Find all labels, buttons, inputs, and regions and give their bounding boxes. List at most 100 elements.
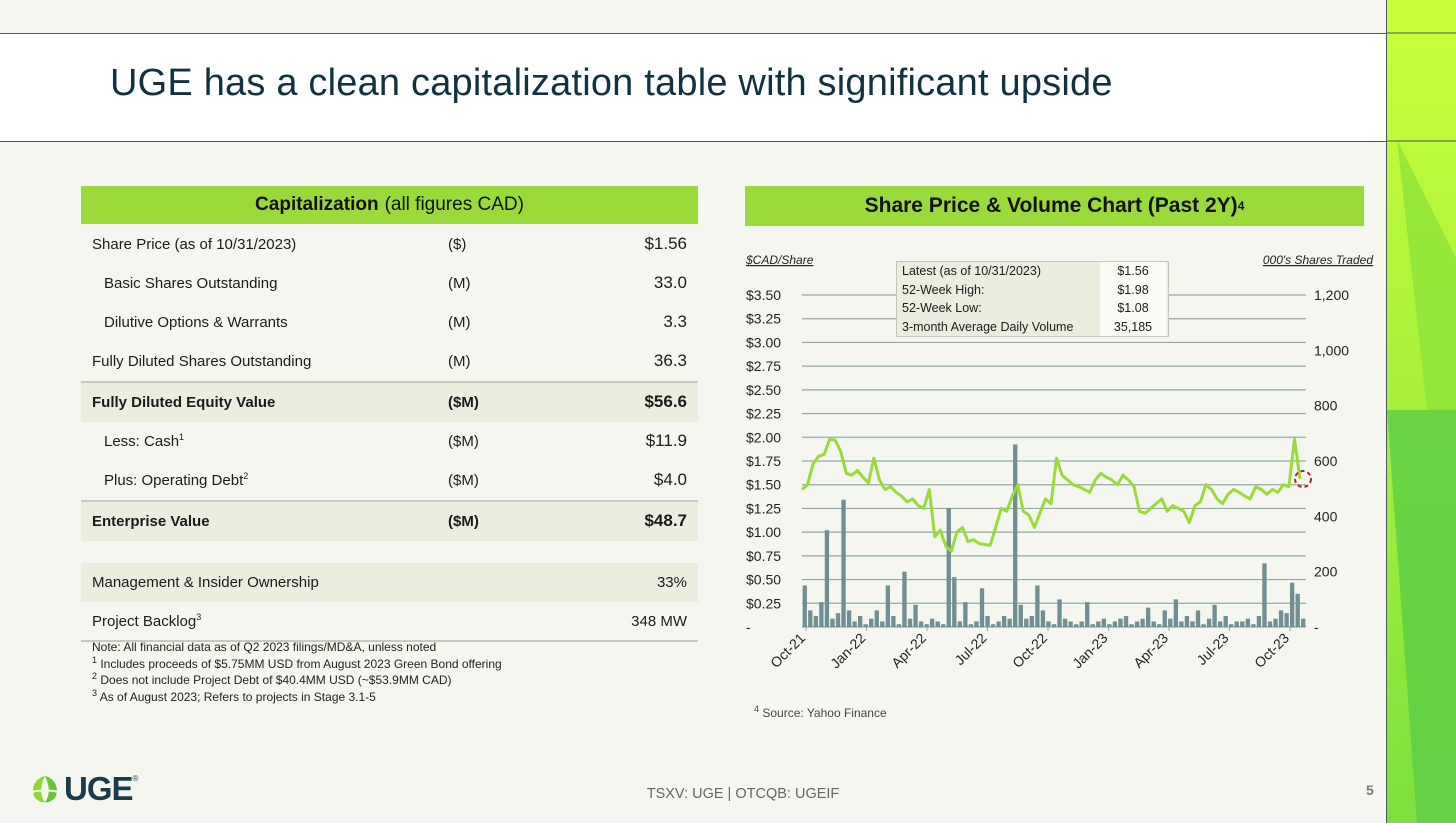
- right-tick-label: 200: [1314, 564, 1338, 580]
- cap-table-notes: Note: All financial data as of Q2 2023 f…: [92, 639, 502, 705]
- volume-bar: [1212, 604, 1217, 627]
- row-label: Less: Cash1: [104, 431, 185, 450]
- volume-bar: [1112, 621, 1118, 627]
- table-row-total: Enterprise Value ($M) $48.7: [81, 500, 698, 541]
- row-value: 33%: [656, 573, 687, 591]
- right-tick-label: 1,000: [1314, 342, 1349, 358]
- row-unit: ($M): [448, 432, 479, 450]
- left-tick-label: -: [746, 619, 751, 635]
- table-row: Less: Cash1 ($M) $11.9: [81, 422, 698, 461]
- volume-bar: [1062, 618, 1068, 627]
- volume-bar: [1173, 599, 1179, 627]
- volume-bar: [835, 613, 841, 627]
- row-value: 36.3: [653, 351, 687, 370]
- leaf-icon: [31, 776, 59, 803]
- volume-bar: [979, 588, 985, 627]
- x-tick-label: Oct-21: [767, 630, 808, 671]
- cap-header-rest: (all figures CAD): [384, 194, 524, 215]
- right-tick-label: -: [1314, 619, 1319, 635]
- left-tick-label: $3.50: [746, 287, 781, 303]
- volume-bar: [1195, 610, 1201, 627]
- volume-bar: [1040, 610, 1046, 627]
- row-unit: ($M): [448, 393, 479, 411]
- volume-bar: [885, 585, 891, 627]
- volume-bar: [1096, 621, 1101, 627]
- volume-bar: [996, 621, 1001, 627]
- row-label: Share Price (as of 10/31/2023): [92, 235, 297, 253]
- row-label: Management & Insider Ownership: [92, 573, 319, 591]
- volume-bar: [841, 499, 846, 627]
- volume-bar: [802, 585, 807, 627]
- x-tick-label: Apr-22: [888, 630, 929, 671]
- volume-bar: [1029, 615, 1035, 627]
- table-row: Fully Diluted Shares Outstanding (M) 36.…: [81, 342, 698, 381]
- volume-bar: [902, 571, 907, 627]
- volume-bar: [985, 615, 990, 627]
- table-row: Management & Insider Ownership 33%: [81, 563, 698, 602]
- row-label: Fully Diluted Equity Value: [92, 393, 276, 411]
- stats-row: 52-Week Low: $1.08: [897, 299, 1168, 318]
- spacer: [81, 541, 698, 563]
- volume-bar: [1001, 615, 1007, 627]
- volume-bar: [874, 610, 879, 627]
- table-row: Plus: Operating Debt2 ($M) $4.0: [81, 461, 698, 500]
- volume-bar: [830, 618, 835, 627]
- right-tick-label: 600: [1314, 453, 1338, 469]
- volume-bar: [1284, 613, 1289, 627]
- logo-text: UGE: [64, 770, 134, 807]
- volume-bar: [935, 621, 940, 627]
- left-tick-label: $1.50: [746, 477, 781, 493]
- table-row: Dilutive Options & Warrants (M) 3.3: [81, 303, 698, 342]
- cap-header-bold: Capitalization: [255, 194, 379, 215]
- right-accent-strip: [1386, 0, 1456, 823]
- row-label: Plus: Operating Debt2: [104, 470, 249, 489]
- footnote-mark: 3: [196, 611, 202, 622]
- volume-bar: [819, 602, 824, 627]
- volume-bar: [1090, 624, 1095, 627]
- left-tick-label: $2.50: [746, 382, 781, 398]
- row-unit: (M): [448, 313, 471, 331]
- volume-bar: [1240, 621, 1245, 627]
- volume-bar: [1134, 621, 1140, 627]
- row-label: Basic Shares Outstanding: [104, 274, 278, 292]
- x-tick-label: Apr-23: [1130, 630, 1171, 671]
- volume-bar: [1107, 624, 1112, 627]
- footnote-mark: 1: [179, 431, 185, 442]
- left-tick-label: $0.25: [746, 595, 781, 611]
- stats-box: Latest (as of 10/31/2023) $1.56 52-Week H…: [896, 261, 1169, 337]
- top-strip: [0, 0, 1386, 34]
- volume-bar: [1217, 621, 1223, 627]
- left-tick-label: $1.00: [746, 524, 781, 540]
- volume-bar: [824, 530, 830, 627]
- volume-bar: [1201, 624, 1206, 627]
- volume-bar: [1068, 621, 1073, 627]
- row-value: $4.0: [653, 470, 687, 489]
- row-label: Dilutive Options & Warrants: [104, 313, 288, 331]
- volume-bar: [1145, 607, 1151, 627]
- volume-bar: [1079, 621, 1084, 627]
- volume-bar: [946, 508, 951, 627]
- volume-bar: [1262, 563, 1267, 627]
- note-line: 1 Includes proceeds of $5.75MM USD from …: [92, 654, 502, 671]
- price-line: [801, 437, 1302, 553]
- volume-bar: [1140, 618, 1145, 627]
- volume-bar: [1073, 624, 1079, 627]
- volume-bar: [846, 610, 852, 627]
- volume-bar: [1256, 615, 1262, 627]
- volume-bar: [1273, 618, 1278, 627]
- volume-bar: [1245, 618, 1251, 627]
- stats-row: 52-Week High: $1.98: [897, 280, 1168, 299]
- volume-bar: [1234, 621, 1239, 627]
- volume-bar: [941, 624, 946, 627]
- volume-bar: [1168, 618, 1173, 627]
- volume-bar: [1206, 618, 1212, 627]
- volume-bar: [1184, 615, 1190, 627]
- volume-bar: [869, 618, 874, 627]
- volume-bar: [1278, 610, 1284, 627]
- volume-bar: [808, 610, 813, 627]
- volume-bar: [1151, 621, 1156, 627]
- page-number: 5: [1366, 782, 1374, 798]
- volume-bar: [1046, 621, 1051, 627]
- volume-bar: [1007, 618, 1012, 627]
- volume-bar: [1229, 624, 1234, 627]
